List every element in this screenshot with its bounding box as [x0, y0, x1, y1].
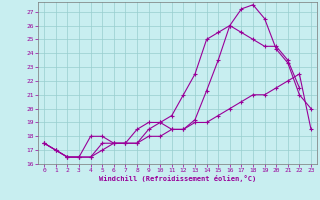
X-axis label: Windchill (Refroidissement éolien,°C): Windchill (Refroidissement éolien,°C): [99, 175, 256, 182]
